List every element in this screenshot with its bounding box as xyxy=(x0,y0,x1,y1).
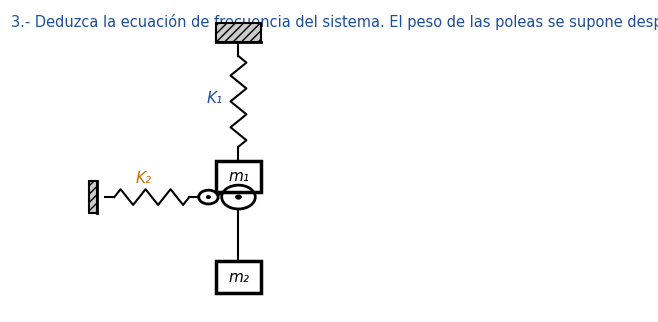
Text: m₁: m₁ xyxy=(228,169,249,184)
Bar xyxy=(216,23,261,42)
Text: K₁: K₁ xyxy=(206,91,222,106)
Bar xyxy=(216,261,261,293)
Text: m₂: m₂ xyxy=(228,270,249,285)
Bar xyxy=(216,161,261,192)
Bar xyxy=(89,181,97,213)
Circle shape xyxy=(207,196,210,198)
Text: 3.- Deduzca la ecuación de frecuencia del sistema. El peso de las poleas se supo: 3.- Deduzca la ecuación de frecuencia de… xyxy=(11,14,658,30)
Text: K₂: K₂ xyxy=(136,171,151,186)
Circle shape xyxy=(236,195,241,199)
